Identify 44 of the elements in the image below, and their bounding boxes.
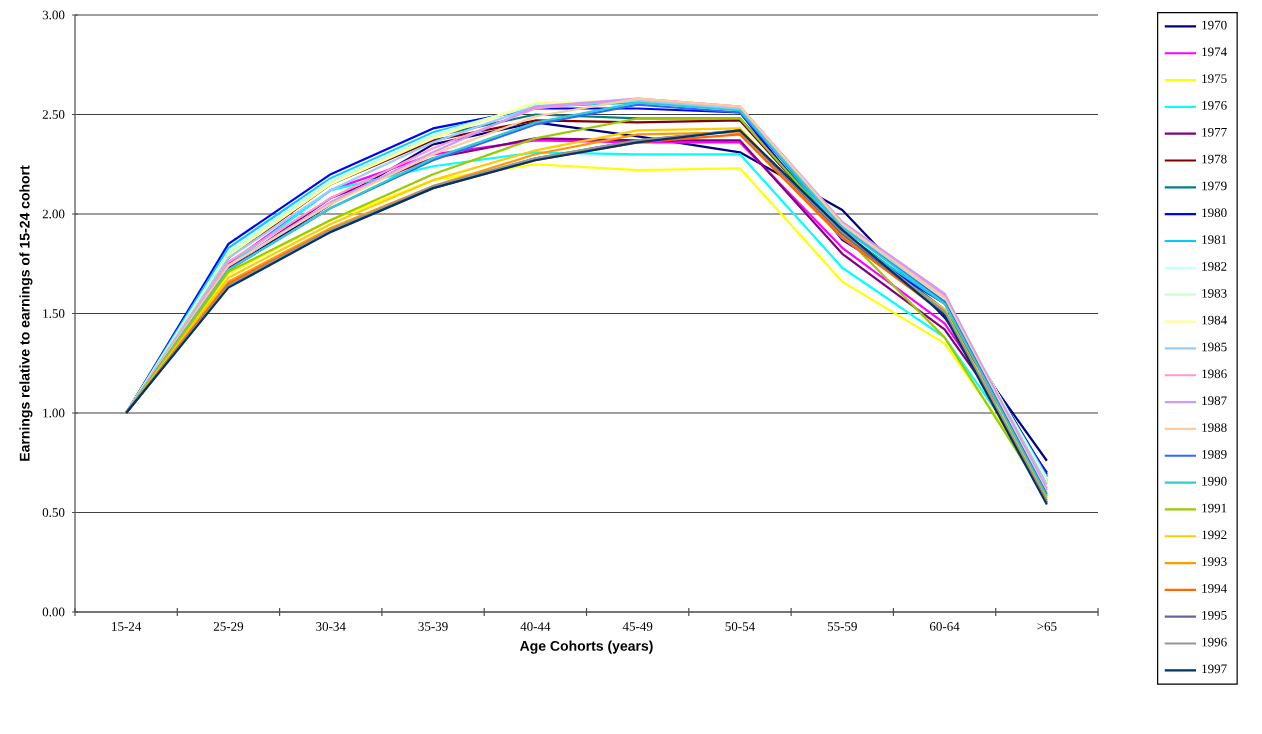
y-tick-label: 3.00 — [42, 10, 65, 20]
legend-label: 1988 — [1202, 423, 1227, 432]
x-tick-label: 35-39 — [418, 622, 448, 631]
legend-label: 1986 — [1202, 369, 1227, 379]
y-tick-label: 1.00 — [43, 408, 65, 418]
legend-label: 1979 — [1202, 181, 1227, 191]
y-tick-label: 2.50 — [42, 110, 65, 119]
legend-label: 1974 — [1202, 47, 1227, 57]
x-tick-label: 15-24 — [112, 622, 142, 631]
legend-label: 1983 — [1202, 288, 1227, 298]
legend-label: 1991 — [1202, 503, 1227, 513]
legend-label: 1996 — [1202, 637, 1227, 647]
legend-label: 1994 — [1202, 584, 1227, 593]
y-tick-label: 1.50 — [43, 309, 65, 318]
legend-label: 1978 — [1202, 154, 1227, 164]
legend-label: 1997 — [1202, 664, 1227, 674]
legend-label: 1970 — [1202, 20, 1227, 30]
legend-label: 1984 — [1202, 315, 1227, 325]
legend-label: 1980 — [1202, 208, 1227, 218]
legend-label: 1992 — [1202, 530, 1227, 540]
y-axis-title: Earnings relative to earnings of 15-24 cohort — [19, 165, 33, 461]
x-tick-label: 55-59 — [827, 622, 857, 631]
x-tick-label: 25-29 — [213, 622, 244, 631]
legend-label: 1975 — [1202, 74, 1227, 83]
legend-label: 1989 — [1202, 449, 1227, 459]
x-tick-label: >65 — [1037, 622, 1057, 631]
x-tick-label: 30-34 — [316, 622, 346, 631]
y-tick-label: 2.00 — [42, 209, 65, 219]
x-tick-label: 60-64 — [929, 622, 960, 631]
x-tick-label: 40-44 — [520, 622, 551, 631]
legend-label: 1976 — [1202, 101, 1227, 110]
y-tick-label: 0.50 — [42, 508, 65, 517]
legend-label: 1995 — [1202, 610, 1227, 620]
y-tick-label: 0.00 — [42, 607, 65, 617]
legend-label: 1977 — [1202, 127, 1227, 137]
legend-label: 1990 — [1202, 476, 1227, 486]
legend-label: 1987 — [1202, 396, 1227, 406]
legend-label: 1985 — [1202, 342, 1227, 352]
legend-label: 1981 — [1202, 235, 1227, 244]
x-axis-title: Age Cohorts (years) — [519, 640, 653, 654]
x-tick-label: 45-49 — [622, 622, 653, 631]
legend-label: 1982 — [1202, 262, 1227, 271]
x-tick-label: 50-54 — [725, 622, 755, 631]
legend-label: 1993 — [1202, 557, 1227, 566]
